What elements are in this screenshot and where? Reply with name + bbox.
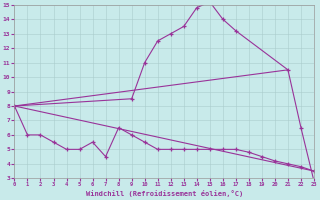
X-axis label: Windchill (Refroidissement éolien,°C): Windchill (Refroidissement éolien,°C) [85, 190, 243, 197]
